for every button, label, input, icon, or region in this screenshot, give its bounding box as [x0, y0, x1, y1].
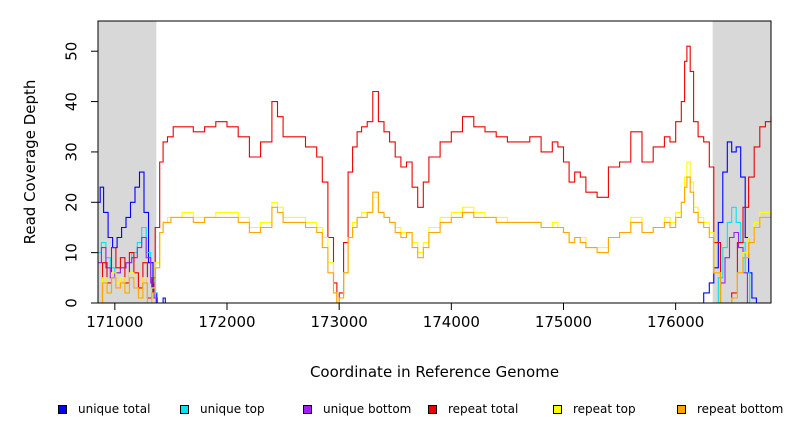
legend-label: repeat top [573, 402, 636, 416]
series-lines [98, 45, 772, 304]
legend-swatch [180, 404, 189, 414]
legend-item-unique-bottom: unique bottom [303, 400, 411, 418]
x-tick-label: 171000 [86, 313, 143, 331]
plot-border [97, 20, 772, 304]
legend-label: repeat total [448, 402, 519, 416]
x-tick-label: 174000 [423, 313, 480, 331]
y-tick-label: 40 [63, 92, 81, 111]
y-tick-label: 0 [63, 298, 81, 308]
legend-label: unique bottom [323, 402, 412, 416]
legend-item-repeat-total: repeat total [428, 400, 518, 418]
y-tick-label: 50 [63, 42, 81, 61]
legend-item-unique-top: unique top [180, 400, 265, 418]
x-axis-title: Coordinate in Reference Genome [310, 363, 559, 381]
legend-label: unique total [78, 402, 151, 416]
series-line-unique-top [98, 206, 751, 304]
legend-item-repeat-bottom: repeat bottom [677, 400, 783, 418]
legend-swatch [677, 404, 686, 414]
legend-label: unique top [200, 402, 265, 416]
legend-swatch [58, 404, 67, 414]
shaded-region-1 [98, 21, 157, 303]
coverage-chart: 171000 172000 173000 174000 175000 176000 0 10… [21, 20, 772, 381]
series-line-repeat-bottom [98, 176, 772, 304]
legend-swatch [553, 404, 562, 414]
x-tick-label: 172000 [198, 313, 255, 331]
y-axis-title: Read Coverage Depth [21, 80, 39, 245]
y-axis: 0 10 20 30 40 50 [63, 42, 98, 308]
x-tick-label: 173000 [311, 313, 368, 331]
legend-label: repeat bottom [697, 402, 784, 416]
series-line-unique-bottom [98, 231, 748, 304]
legend-swatch [428, 404, 437, 414]
x-tick-label: 176000 [647, 313, 704, 331]
shaded-region-2 [712, 21, 771, 303]
series-line-repeat-total [98, 45, 772, 304]
legend: unique total unique top unique bottom repea… [0, 400, 792, 418]
legend-swatch [303, 404, 312, 414]
y-tick-label: 20 [63, 193, 81, 212]
x-tick-label: 175000 [535, 313, 592, 331]
legend-item-unique-total: unique total [58, 400, 150, 418]
shaded-regions [98, 21, 771, 303]
legend-item-repeat-top: repeat top [553, 400, 636, 418]
y-tick-label: 30 [63, 142, 81, 161]
x-axis: 171000 172000 173000 174000 175000 176000 [86, 303, 704, 331]
y-tick-label: 10 [63, 243, 81, 262]
